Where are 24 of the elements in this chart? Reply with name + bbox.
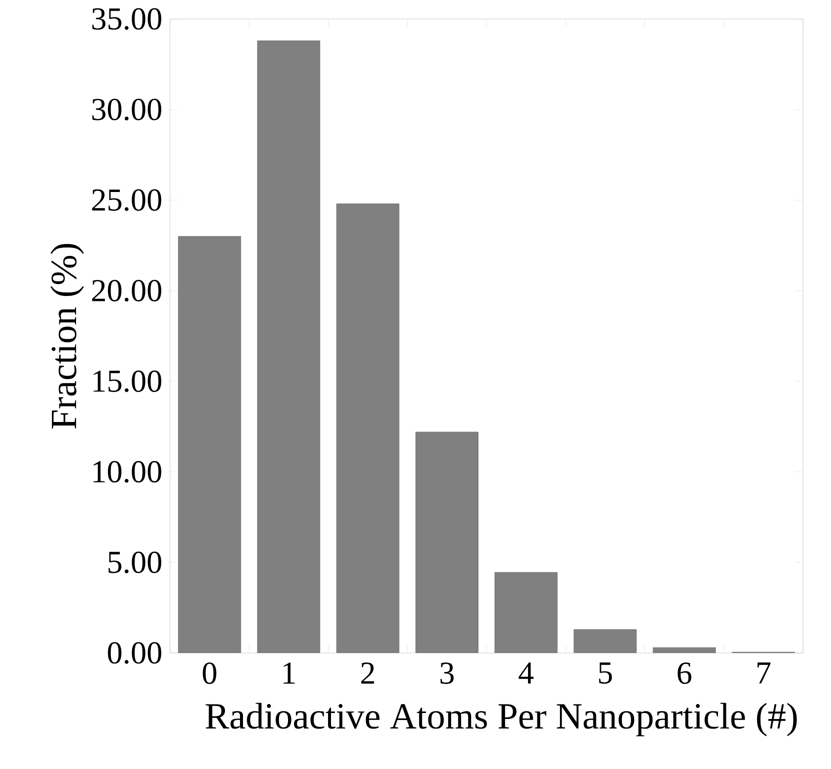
y-tick-label: 5.00 — [108, 552, 162, 574]
x-tick-label: 2 — [361, 662, 374, 684]
y-axis-title: Fraction (%) — [50, 244, 84, 429]
y-tick-label: 35.00 — [92, 8, 162, 30]
x-tick-label: 6 — [678, 662, 692, 684]
y-tick-label: 0.00 — [108, 642, 162, 664]
y-tick-label: 25.00 — [92, 189, 162, 211]
bar — [494, 572, 558, 653]
y-tick-label: 30.00 — [92, 98, 162, 120]
bar — [178, 236, 241, 653]
y-tick-label: 15.00 — [94, 370, 162, 392]
y-tick-label: 20.00 — [92, 280, 162, 302]
x-tick-label: 1 — [284, 662, 295, 684]
x-tick-label: 7 — [758, 662, 770, 684]
bar — [257, 40, 320, 653]
x-tick-label: 4 — [518, 662, 534, 684]
x-tick-label: 3 — [440, 662, 454, 684]
y-tick-label: 10.00 — [94, 461, 162, 483]
x-tick-label: 5 — [599, 662, 612, 684]
x-tick-label: 0 — [202, 662, 216, 684]
bar — [574, 629, 636, 653]
bar — [336, 204, 400, 653]
bar — [416, 432, 478, 653]
x-axis-title: Radioactive Atoms Per Nanoparticle (#) — [206, 702, 797, 736]
